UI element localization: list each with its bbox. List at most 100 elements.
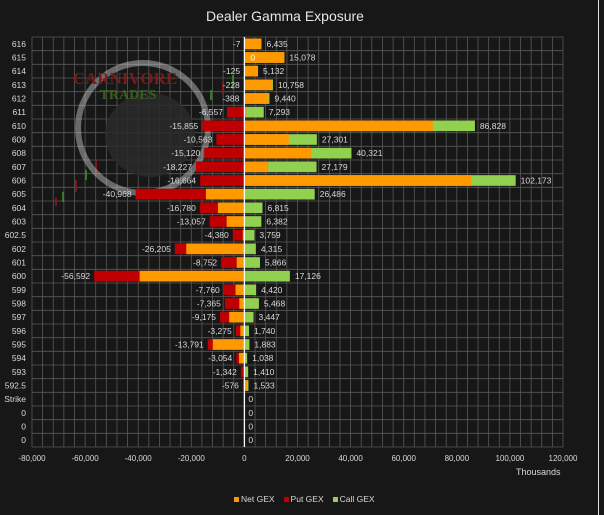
net-gex-bar — [244, 161, 269, 173]
legend-label: Net GEX — [241, 494, 275, 504]
y-tick-label: 598 — [12, 299, 26, 309]
y-tick-label: Strike — [4, 394, 26, 404]
x-tick-label: 40,000 — [338, 454, 363, 463]
net-gex-bar — [244, 65, 258, 77]
call-gex-label: 5,866 — [265, 258, 287, 268]
x-tick-label: 20,000 — [285, 454, 310, 463]
call-gex-bar — [244, 284, 257, 296]
net-gex-bar — [212, 339, 245, 350]
put-gex-label: -26,205 — [142, 244, 171, 254]
call-gex-label: 3,447 — [259, 312, 281, 322]
call-gex-label: 6,382 — [266, 217, 288, 227]
x-tick-label: 120,000 — [549, 454, 578, 463]
put-gex-label: -388 — [222, 94, 239, 104]
y-tick-label: 595 — [12, 340, 26, 350]
x-tick-label: -60,000 — [72, 454, 100, 463]
y-tick-label: 593 — [12, 367, 26, 377]
call-gex-label: 1,038 — [252, 353, 274, 363]
put-gex-label: -228 — [223, 80, 240, 90]
net-gex-bar — [235, 284, 245, 296]
y-tick-label: 612 — [12, 94, 26, 104]
put-gex-label: -10,563 — [184, 135, 213, 145]
put-gex-label: -8,752 — [193, 258, 217, 268]
put-gex-label: -7,365 — [197, 299, 221, 309]
y-tick-label: 604 — [12, 203, 26, 213]
candlestick-decoration — [222, 82, 224, 94]
call-gex-bar — [244, 257, 260, 268]
net-gex-bar — [244, 147, 312, 159]
y-tick-label: 592.5 — [5, 381, 27, 391]
call-gex-label: 40,321 — [356, 148, 382, 158]
call-gex-bar — [244, 202, 263, 214]
y-tick-label: 0 — [21, 422, 26, 432]
call-gex-label: 1,410 — [253, 367, 275, 377]
call-gex-bar — [244, 106, 264, 118]
y-tick-label: 0 — [21, 408, 26, 418]
put-gex-label: -9,175 — [192, 312, 216, 322]
x-tick-label: -20,000 — [178, 454, 206, 463]
y-tick-label: 602 — [12, 244, 26, 254]
net-gex-bar — [244, 38, 262, 50]
net-gex-bar — [239, 298, 245, 309]
call-gex-label: 5,132 — [263, 66, 285, 76]
candlestick-decoration — [75, 180, 77, 192]
call-gex-label: 1,740 — [254, 326, 276, 336]
x-axis-unit-label: Thousands — [516, 467, 561, 477]
put-gex-bar — [235, 325, 245, 337]
y-tick-label: 594 — [12, 353, 26, 363]
y-tick-label: 615 — [12, 53, 26, 63]
x-tick-label: -40,000 — [125, 454, 153, 463]
call-gex-label: 0 — [248, 394, 253, 404]
x-tick-label: 60,000 — [391, 454, 416, 463]
legend-item-call: Call GEX — [332, 494, 375, 504]
net-gex-bar — [240, 325, 245, 337]
candlestick-decoration — [95, 160, 97, 174]
call-gex-label: 0 — [248, 422, 253, 432]
net-gex-bar — [244, 380, 247, 391]
put-gex-label: -13,791 — [175, 340, 204, 350]
call-gex-label: 102,173 — [521, 176, 552, 186]
net-gex-bar — [242, 229, 245, 241]
put-gex-bar — [202, 120, 245, 132]
call-gex-label: 1,533 — [253, 381, 275, 391]
put-gex-label: -16,664 — [167, 176, 196, 186]
put-gex-bar — [223, 284, 245, 296]
net-gex-bar — [244, 93, 269, 104]
candlestick-decoration — [85, 170, 87, 180]
put-gex-bar — [240, 366, 245, 378]
call-gex-label: 5,468 — [264, 299, 286, 309]
y-tick-label: 610 — [12, 121, 26, 131]
put-gex-bar — [232, 229, 245, 241]
y-tick-label: 611 — [12, 107, 26, 117]
call-gex-label: 86,828 — [480, 121, 506, 131]
call-gex-bar — [244, 161, 317, 173]
net-gex-bar — [139, 270, 245, 282]
put-gex-bar — [242, 380, 245, 391]
y-tick-label: 599 — [12, 285, 26, 295]
y-tick-label: 602.5 — [5, 230, 27, 240]
call-gex-bar — [244, 298, 259, 309]
chart-title: Dealer Gamma Exposure — [206, 8, 364, 24]
net-gex-bar — [244, 175, 472, 186]
call-gex-label: 6,815 — [267, 203, 289, 213]
call-gex-label: 7,293 — [269, 107, 291, 117]
put-gex-bar — [221, 257, 245, 268]
net-gex-bar — [236, 257, 245, 268]
y-tick-label: 609 — [12, 135, 26, 145]
call-gex-bar — [244, 339, 250, 350]
call-gex-label: 27,301 — [322, 135, 348, 145]
legend-item-put: Put GEX — [283, 494, 324, 504]
put-gex-bar — [224, 298, 245, 309]
put-gex-label: -7 — [233, 39, 241, 49]
call-gex-label: 15,078 — [289, 53, 315, 63]
put-gex-bar — [216, 134, 245, 145]
put-gex-label: -3,275 — [208, 326, 232, 336]
put-gex-label: -576 — [222, 381, 239, 391]
candlestick-decoration — [210, 90, 212, 100]
put-gex-label: -13,057 — [177, 217, 206, 227]
y-tick-label: 616 — [12, 39, 26, 49]
net-gex-bar — [244, 120, 433, 132]
net-gex-bar — [244, 106, 247, 118]
y-tick-label: 600 — [12, 271, 26, 281]
